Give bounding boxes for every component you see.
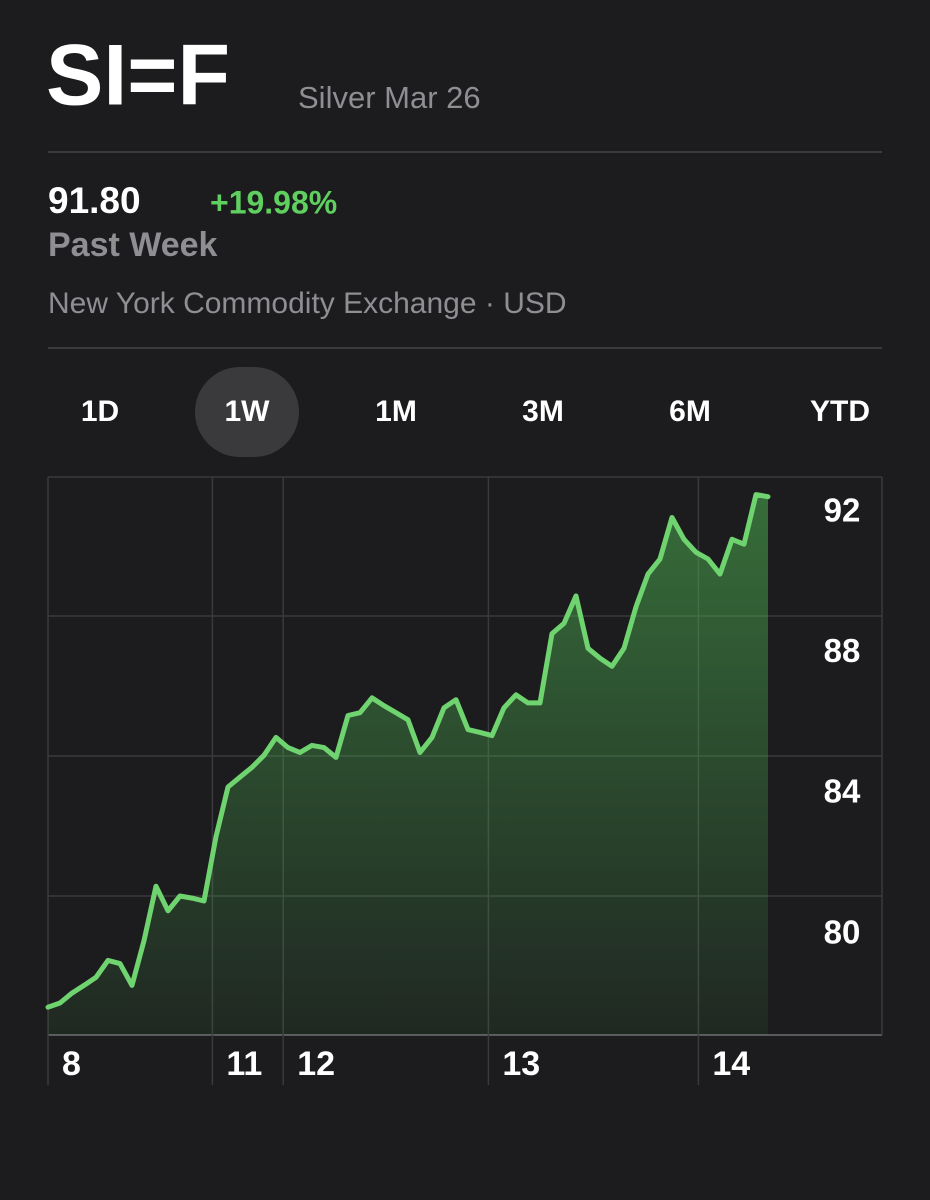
- tab[interactable]: 1M: [375, 395, 417, 428]
- tab[interactable]: 3M: [522, 395, 564, 428]
- tab[interactable]: 6M: [669, 395, 711, 428]
- y-tick-label: 84: [824, 773, 861, 810]
- price: 91.80: [48, 180, 141, 221]
- range-tabs: 1D 1W 1M 3M 6M YTD: [81, 367, 870, 457]
- symbol: SI=F: [46, 28, 230, 124]
- period: Past Week: [48, 226, 218, 264]
- plot: 8 11 12 13 14 92 88 84 80: [45, 477, 861, 1085]
- y-tick-label: 88: [824, 632, 861, 669]
- tab[interactable]: YTD: [810, 395, 870, 428]
- x-tick-label: 8: [62, 1045, 81, 1083]
- tab-selected-bg: [195, 367, 299, 457]
- tab[interactable]: 1D: [81, 395, 119, 428]
- tab[interactable]: 1W: [225, 395, 271, 428]
- price-line: [45, 492, 771, 1010]
- x-tick-label: 14: [712, 1045, 750, 1083]
- x-tick-label: 13: [502, 1045, 540, 1083]
- exchange: New York Commodity Exchange · USD: [48, 287, 567, 320]
- y-tick-label: 92: [824, 491, 861, 528]
- change: +19.98%: [210, 184, 337, 220]
- area-fill: [48, 494, 768, 1036]
- x-tick-label: 11: [226, 1045, 262, 1083]
- y-tick-label: 80: [824, 913, 861, 950]
- instrument-name: Silver Mar 26: [298, 80, 481, 115]
- x-tick-label: 12: [297, 1045, 335, 1083]
